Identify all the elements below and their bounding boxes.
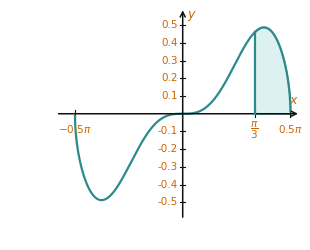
- Text: $0.5\pi$: $0.5\pi$: [278, 122, 303, 134]
- Text: -0.1: -0.1: [157, 126, 178, 136]
- Text: -0.4: -0.4: [157, 180, 178, 190]
- Text: 0.4: 0.4: [161, 38, 178, 48]
- Text: $y$: $y$: [187, 9, 197, 23]
- Text: 0.1: 0.1: [161, 91, 178, 101]
- Text: 0.2: 0.2: [161, 73, 178, 83]
- Text: $-0.5\pi$: $-0.5\pi$: [58, 122, 92, 134]
- Text: 0.5: 0.5: [161, 20, 178, 30]
- Text: -0.2: -0.2: [157, 144, 178, 154]
- Text: -0.3: -0.3: [157, 162, 178, 172]
- Text: $\dfrac{\pi}{3}$: $\dfrac{\pi}{3}$: [250, 120, 259, 141]
- Text: -0.5: -0.5: [157, 197, 178, 207]
- Text: 0.3: 0.3: [161, 56, 178, 66]
- Text: $x$: $x$: [290, 94, 299, 107]
